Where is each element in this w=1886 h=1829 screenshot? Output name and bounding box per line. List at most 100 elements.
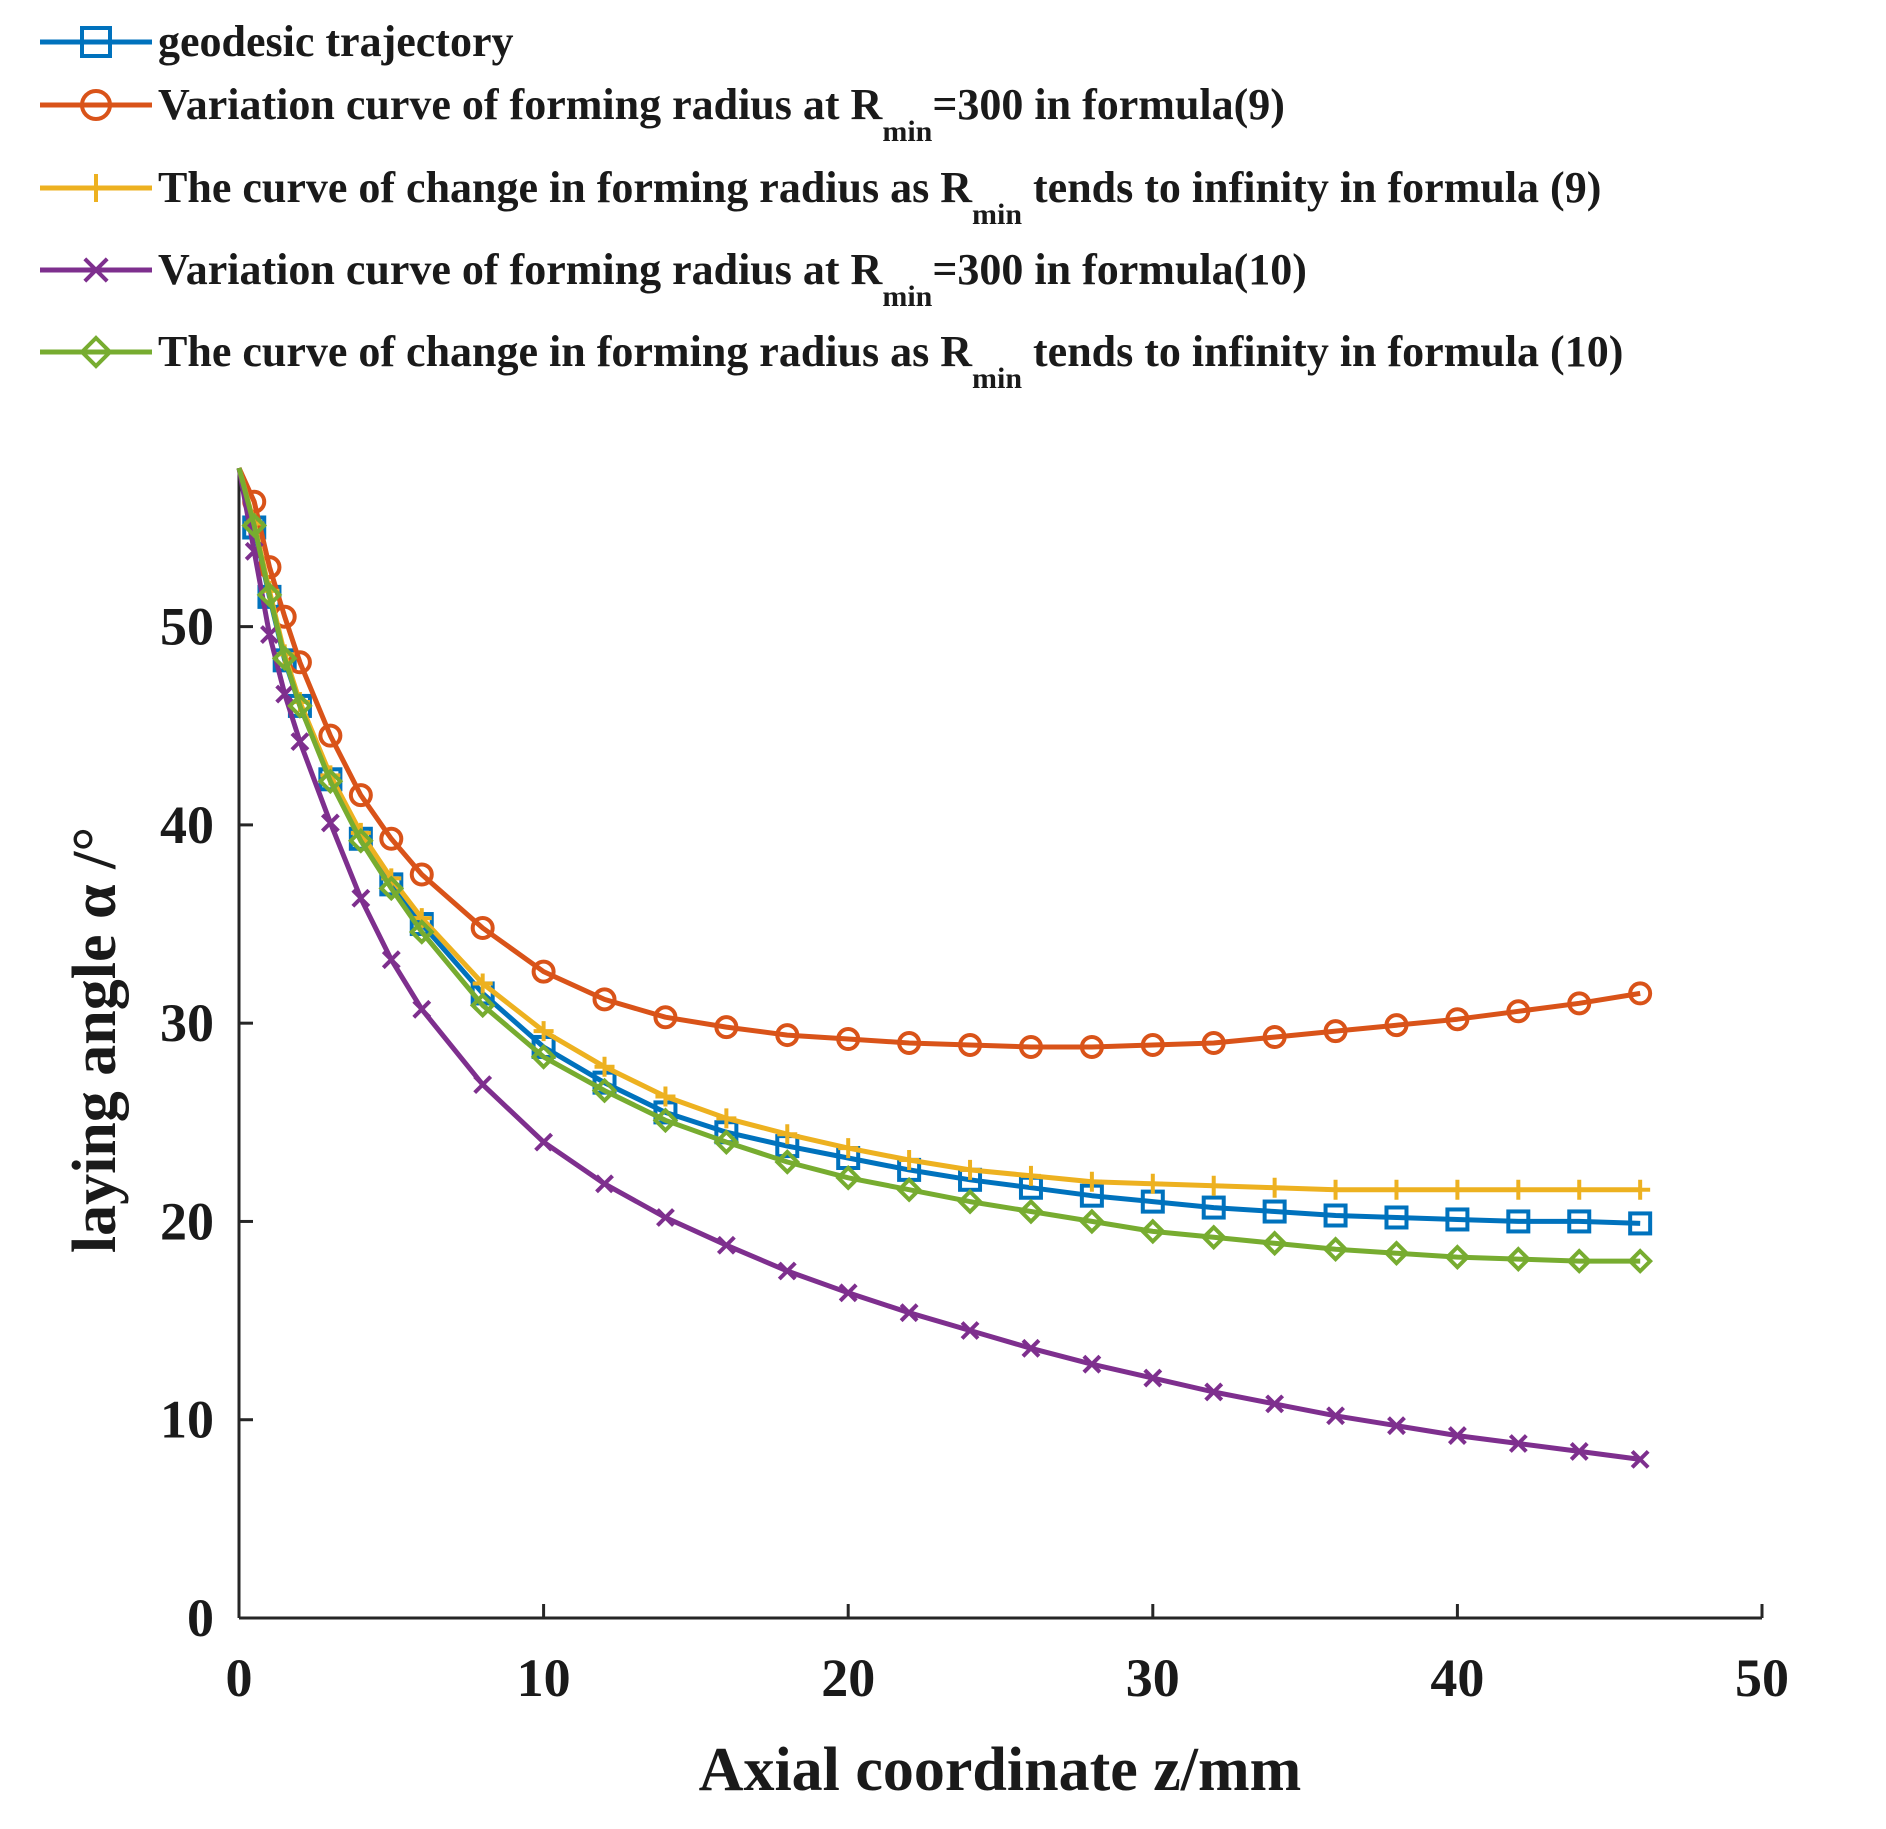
data-point [408, 919, 435, 945]
plot-series [236, 466, 1653, 1469]
data-point [1566, 1248, 1593, 1274]
legend-entry-4: Variation curve of forming radius at Rmi… [40, 245, 1307, 313]
data-point [412, 999, 432, 1019]
data-point [1384, 1205, 1409, 1230]
legend-swatch-marker [80, 89, 112, 121]
data-point [256, 582, 283, 608]
data-point [1139, 1218, 1166, 1245]
data-point [1630, 1179, 1651, 1200]
x-tick-label: 50 [1735, 1648, 1789, 1708]
data-point [1447, 1426, 1467, 1446]
legend-swatch-marker [82, 174, 110, 202]
data-point [472, 973, 493, 994]
data-point [1383, 1240, 1410, 1266]
series-1 [236, 467, 1653, 1236]
data-point [1020, 1165, 1041, 1186]
data-point [260, 625, 279, 644]
legend-label: The curve of change in forming radius as… [158, 327, 1623, 395]
x-axis-title: Axial coordinate z/mm [699, 1736, 1302, 1804]
legend-swatch-marker [80, 26, 112, 58]
y-tick-label: 0 [187, 1588, 214, 1648]
data-point [1627, 1248, 1653, 1274]
legend-swatch-marker [83, 257, 109, 283]
legend-swatch-marker [79, 335, 113, 369]
data-point [714, 1015, 739, 1040]
data-point [1445, 1007, 1470, 1032]
data-point [287, 693, 313, 719]
data-point [835, 1165, 862, 1191]
data-point [533, 1021, 554, 1042]
legend-entry-3: The curve of change in forming radius as… [40, 163, 1601, 231]
data-point [1506, 1209, 1531, 1234]
data-point [1508, 1434, 1528, 1453]
x-tick-label: 0 [226, 1648, 253, 1708]
axes [237, 468, 1762, 1620]
data-point [595, 1174, 614, 1194]
data-point [534, 1132, 554, 1152]
data-point [378, 875, 405, 902]
data-point [409, 862, 434, 887]
x-tick-label: 20 [821, 1648, 875, 1708]
y-tick-label: 10 [160, 1390, 214, 1450]
data-point [1018, 1198, 1044, 1225]
data-point [896, 1176, 922, 1203]
data-point [1203, 1175, 1224, 1196]
data-point [470, 916, 495, 940]
data-point [1447, 1179, 1468, 1200]
x-tick-label: 10 [517, 1648, 571, 1708]
data-point [652, 1107, 679, 1134]
data-point [1567, 1209, 1592, 1234]
legend-label: The curve of change in forming radius as… [158, 163, 1601, 231]
data-point [1079, 1208, 1105, 1235]
legend: geodesic trajectory Variation curve of fo… [40, 17, 1623, 395]
data-point [1384, 1013, 1409, 1038]
data-point [592, 987, 617, 1012]
data-point [1506, 999, 1531, 1024]
ticks: 0 10 20 30 40 50 0 10 20 30 40 50 [160, 597, 1789, 1708]
data-point [1201, 1195, 1226, 1220]
data-point [271, 645, 298, 672]
series-2 [236, 466, 1653, 1059]
data-point [1143, 1368, 1163, 1388]
data-point [275, 684, 295, 704]
data-point [1262, 1199, 1287, 1224]
data-point [351, 888, 371, 908]
y-tick-label: 50 [160, 597, 214, 657]
series-line [236, 467, 1641, 1226]
legend-label: Variation curve of forming radius at Rmi… [158, 245, 1307, 313]
data-point [381, 950, 401, 970]
data-point [838, 1283, 858, 1303]
data-point [379, 826, 404, 851]
data-point [1567, 991, 1592, 1016]
data-point [1021, 1338, 1041, 1358]
data-point [774, 1149, 801, 1175]
data-point [473, 1075, 493, 1095]
data-point [1444, 1244, 1471, 1270]
data-point [1142, 1173, 1163, 1194]
data-point [318, 723, 343, 748]
data-point [241, 512, 268, 539]
data-point [1326, 1406, 1345, 1426]
data-point [656, 1208, 675, 1227]
data-point [1569, 1442, 1589, 1461]
data-point [1445, 1207, 1470, 1232]
data-point [957, 1188, 983, 1215]
data-point [897, 1031, 922, 1055]
data-point [775, 1023, 800, 1048]
data-point [317, 768, 344, 795]
data-point [1505, 1246, 1532, 1272]
data-point [899, 1303, 919, 1323]
legend-label: Variation curve of forming radius at Rmi… [158, 80, 1285, 148]
data-point [1387, 1416, 1406, 1436]
y-tick-label: 20 [160, 1191, 214, 1251]
data-point [716, 1235, 736, 1255]
data-point [1200, 1224, 1227, 1251]
data-point [716, 1108, 737, 1129]
data-point [1265, 1394, 1285, 1414]
data-point [960, 1159, 981, 1180]
legend-label: geodesic trajectory [158, 17, 513, 66]
data-point [777, 1261, 797, 1281]
y-axis-title: laying angle α /° [61, 827, 129, 1253]
data-point [531, 959, 556, 984]
data-point [777, 1124, 798, 1145]
